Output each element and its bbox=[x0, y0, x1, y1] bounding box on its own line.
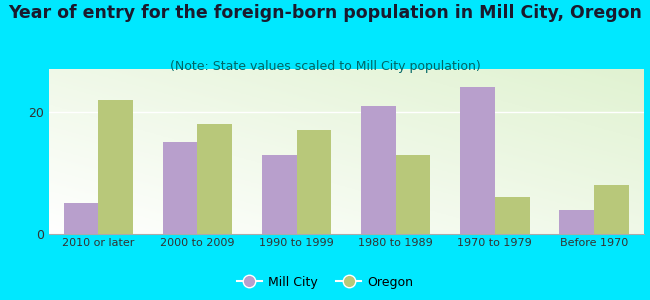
Bar bbox=[495, 197, 530, 234]
Bar bbox=[460, 87, 495, 234]
Bar bbox=[64, 203, 98, 234]
Bar bbox=[162, 142, 198, 234]
Text: Year of entry for the foreign-born population in Mill City, Oregon: Year of entry for the foreign-born popul… bbox=[8, 4, 642, 22]
Bar bbox=[296, 130, 332, 234]
Bar bbox=[262, 154, 296, 234]
Text: (Note: State values scaled to Mill City population): (Note: State values scaled to Mill City … bbox=[170, 60, 480, 73]
Bar bbox=[396, 154, 430, 234]
Bar bbox=[198, 124, 232, 234]
Bar bbox=[361, 106, 396, 234]
Legend: Mill City, Oregon: Mill City, Oregon bbox=[231, 271, 419, 294]
Bar bbox=[559, 210, 594, 234]
Bar bbox=[594, 185, 629, 234]
Bar bbox=[98, 100, 133, 234]
